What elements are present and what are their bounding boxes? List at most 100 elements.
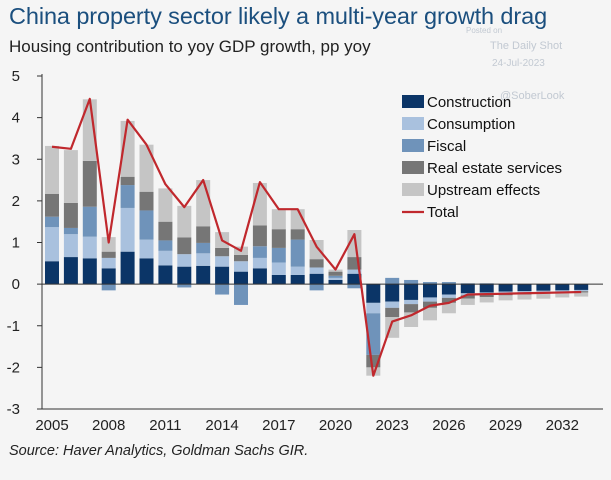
- bar-real_estate-2015: [234, 254, 248, 262]
- bar-upstream-2033: [574, 292, 589, 297]
- bar-construction-2017: [271, 274, 286, 285]
- bar-upstream-2032: [555, 292, 570, 298]
- bar-consumption-2017: [271, 262, 286, 275]
- y-tick-label: -3: [7, 401, 20, 418]
- bar-consumption-2014: [215, 256, 230, 267]
- bar-real_estate-2012: [177, 237, 192, 255]
- x-tick-label: 2005: [35, 417, 68, 434]
- bar-real_estate-2011: [158, 221, 173, 241]
- bar-upstream-2012: [177, 205, 192, 238]
- bar-fiscal-2007: [82, 206, 97, 237]
- bar-real_estate-2010: [139, 191, 154, 211]
- bar-consumption-2023: [385, 301, 400, 308]
- bar-real_estate-2033: [574, 291, 589, 293]
- bar-upstream-2027: [460, 298, 475, 305]
- bar-fiscal-2006: [63, 227, 78, 235]
- bar-fiscal-2012: [177, 284, 192, 288]
- bar-real_estate-2028: [479, 294, 494, 298]
- bar-fiscal-2010: [139, 210, 154, 240]
- bar-real_estate-2018: [290, 229, 305, 240]
- x-tick-label: 2017: [262, 417, 295, 434]
- bar-construction-2008: [101, 268, 116, 285]
- y-tick-label: 5: [12, 68, 20, 85]
- bar-consumption-2029: [498, 291, 513, 294]
- bar-upstream-2030: [517, 294, 532, 300]
- bar-construction-2027: [460, 284, 475, 294]
- bar-fiscal-2014: [215, 284, 230, 295]
- x-tick-label: 2029: [489, 417, 522, 434]
- bar-consumption-2008: [101, 257, 116, 269]
- bar-real_estate-2016: [252, 225, 267, 247]
- x-tick-label: 2026: [432, 417, 465, 434]
- bar-real_estate-2027: [460, 295, 475, 299]
- x-tick-label: 2023: [376, 417, 409, 434]
- source-note: Source: Haver Analytics, Goldman Sachs G…: [9, 443, 309, 459]
- bar-consumption-2006: [63, 234, 78, 258]
- bar-consumption-2013: [196, 253, 211, 266]
- bar-upstream-2008: [101, 237, 116, 252]
- watermark-handle: @SoberLook: [500, 90, 565, 102]
- bar-upstream-2010: [139, 144, 154, 192]
- bar-construction-2006: [63, 257, 78, 285]
- bar-construction-2014: [215, 266, 230, 285]
- bar-real_estate-2023: [385, 307, 400, 318]
- bar-consumption-2021: [347, 269, 362, 274]
- bar-real_estate-2005: [45, 193, 59, 217]
- bar-consumption-2025: [423, 297, 437, 302]
- bar-fiscal-2019: [309, 284, 324, 291]
- bar-construction-2025: [423, 284, 437, 298]
- bar-consumption-2018: [290, 266, 305, 275]
- y-tick-label: 0: [12, 276, 20, 293]
- bar-consumption-2005: [45, 227, 59, 262]
- legend-label-real_estate: Real estate services: [427, 160, 562, 177]
- bar-fiscal-2018: [290, 239, 305, 267]
- bar-upstream-2031: [536, 293, 551, 299]
- bar-fiscal-2011: [158, 240, 173, 251]
- bar-consumption-2024: [404, 299, 419, 305]
- bar-consumption-2015: [234, 261, 248, 272]
- bar-fiscal-2017: [271, 247, 286, 263]
- bar-fiscal-2021: [347, 284, 362, 289]
- bar-real_estate-2020: [328, 271, 343, 276]
- y-tick-label: 3: [12, 151, 20, 168]
- bar-consumption-2026: [441, 294, 456, 298]
- bar-upstream-2025: [423, 307, 437, 321]
- bar-construction-2007: [82, 258, 97, 285]
- bar-consumption-2020: [328, 277, 343, 280]
- watermark-posted-on: Posted on: [466, 26, 503, 35]
- bar-fiscal-2026: [441, 282, 456, 285]
- bar-fiscal-2013: [196, 242, 211, 254]
- bar-fiscal-2025: [423, 282, 437, 285]
- bar-construction-2013: [196, 265, 211, 285]
- bar-real_estate-2026: [441, 297, 456, 303]
- bar-construction-2018: [290, 274, 305, 285]
- bar-construction-2020: [328, 279, 343, 285]
- bar-consumption-2031: [536, 290, 551, 293]
- bar-construction-2021: [347, 273, 362, 285]
- legend-swatch-consumption: [402, 117, 424, 130]
- bar-consumption-2019: [309, 267, 324, 274]
- bar-upstream-2007: [82, 99, 97, 161]
- bar-real_estate-2024: [404, 304, 419, 313]
- bar-fiscal-2023: [385, 277, 400, 285]
- y-tick-label: -1: [7, 318, 20, 335]
- bar-fiscal-2008: [101, 284, 116, 291]
- bar-fiscal-2024: [404, 279, 419, 285]
- bar-upstream-2019: [309, 240, 324, 260]
- bar-fiscal-2016: [252, 246, 267, 258]
- bar-construction-2026: [441, 284, 456, 295]
- bar-fiscal-2005: [45, 216, 59, 228]
- bar-consumption-2030: [517, 291, 532, 293]
- bar-construction-2030: [517, 284, 532, 292]
- bar-real_estate-2009: [120, 176, 135, 186]
- bar-construction-2016: [252, 268, 267, 285]
- bar-construction-2015: [234, 271, 248, 285]
- bar-construction-2011: [158, 265, 173, 285]
- x-tick-label: 2008: [92, 417, 125, 434]
- bar-construction-2031: [536, 284, 551, 291]
- watermark-date: 24-Jul-2023: [492, 58, 545, 69]
- bar-construction-2005: [45, 261, 59, 285]
- bar-consumption-2022: [366, 302, 381, 314]
- legend-swatch-construction: [402, 95, 424, 108]
- bar-upstream-2006: [63, 150, 78, 203]
